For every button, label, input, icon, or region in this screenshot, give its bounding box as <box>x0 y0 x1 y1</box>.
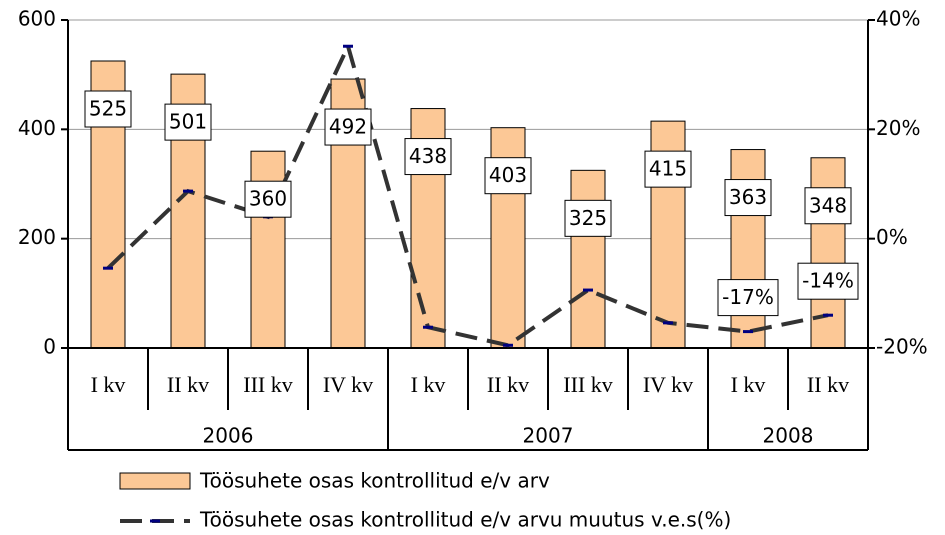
x-tick-label: IV kv <box>323 372 373 397</box>
x-tick-label: II kv <box>807 372 849 397</box>
bar-label-box <box>484 157 532 195</box>
bar-label: 348 <box>809 193 847 217</box>
legend-swatch <box>119 472 191 490</box>
bar-label: 325 <box>569 206 607 230</box>
x-tick-label: III kv <box>243 372 292 397</box>
bar-label: 492 <box>329 115 367 139</box>
y-tick-label: 200 <box>18 225 56 249</box>
bar-label-box <box>324 108 372 146</box>
bar-label: 360 <box>249 187 287 211</box>
bar-label: 438 <box>409 144 447 168</box>
y2-tick-label: -20% <box>876 335 928 359</box>
line-label: -14% <box>802 269 854 293</box>
x-tick-label: I kv <box>91 372 126 397</box>
x-tick-label: III kv <box>563 372 612 397</box>
bar-label-box <box>244 180 292 218</box>
line <box>106 40 829 348</box>
legend-label: Töösuhete osas kontrollitud e/v arvu muu… <box>199 508 731 532</box>
legend-label: Töösuhete osas kontrollitud e/v arv <box>199 469 550 493</box>
y2-tick-label: 20% <box>876 116 920 140</box>
bar-label-box <box>724 179 772 217</box>
bar-label-box <box>84 90 132 128</box>
x-tick-label: II kv <box>487 372 529 397</box>
x-tick-label: I kv <box>411 372 446 397</box>
line-label-box <box>797 262 859 300</box>
x-tick-label: II kv <box>167 372 209 397</box>
x-tick-label: IV kv <box>643 372 693 397</box>
line-label-box <box>717 279 779 317</box>
x-tick-label: I kv <box>731 372 766 397</box>
group-label: 2007 <box>523 424 574 448</box>
bar-label: 415 <box>649 157 687 181</box>
bar-label: 403 <box>489 163 527 187</box>
bar-label: 501 <box>169 110 207 134</box>
group-label: 2008 <box>763 424 814 448</box>
bar-label: 363 <box>729 185 767 209</box>
bar <box>570 169 606 349</box>
y2-tick-label: 0% <box>876 225 908 249</box>
bar-label-box <box>404 138 452 176</box>
bar-label-box <box>564 199 612 237</box>
group-label: 2006 <box>203 424 254 448</box>
y-tick-label: 0 <box>43 335 56 359</box>
y-tick-label: 400 <box>18 116 56 140</box>
bar-label-box <box>644 150 692 188</box>
bar-label-box <box>804 187 852 225</box>
line-label: -17% <box>722 285 774 309</box>
bar-label: 525 <box>89 97 127 121</box>
y2-tick-label: 40% <box>876 7 920 31</box>
bar-label-box <box>164 103 212 141</box>
y-tick-label: 600 <box>18 7 56 31</box>
